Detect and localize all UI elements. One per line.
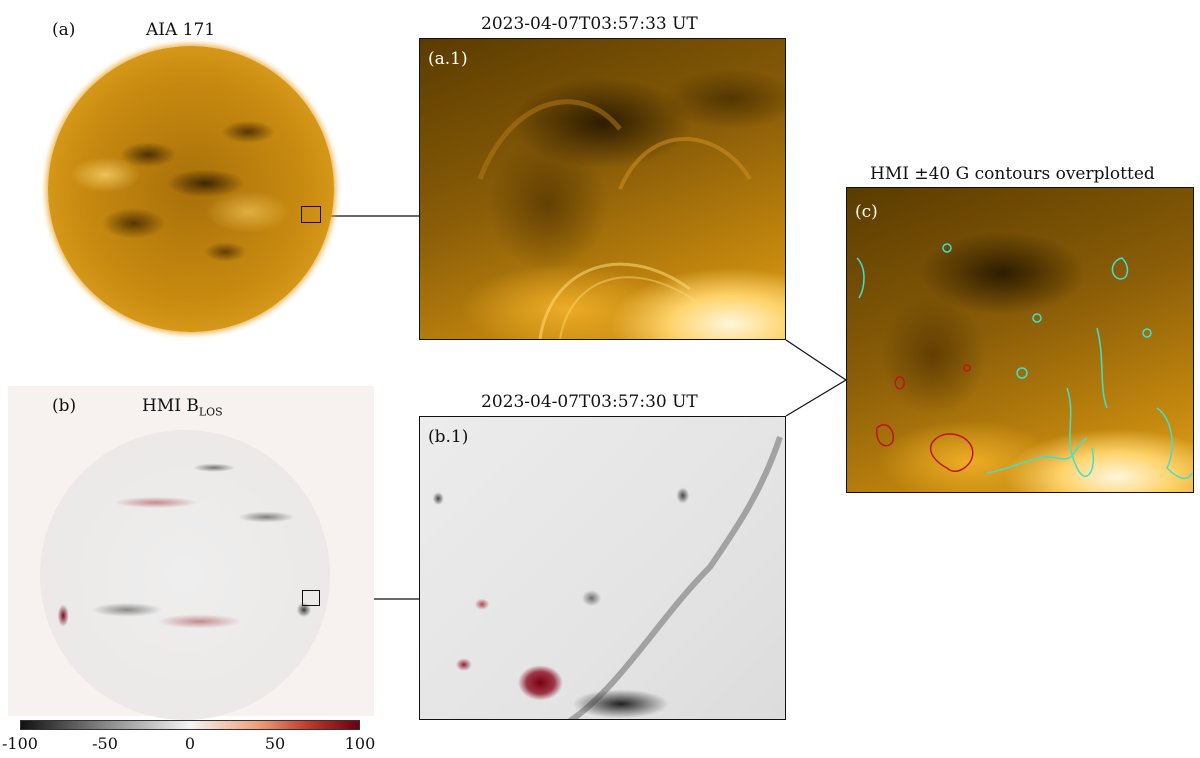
colorbar-tick: 0	[184, 734, 196, 753]
panel-b-tag: (b)	[52, 396, 77, 416]
panel-b-title-subscript: LOS	[198, 405, 223, 419]
hmi-blos-zoom-image: (b.1)	[419, 416, 786, 720]
blos-colorbar	[20, 720, 360, 730]
panel-b-title: HMI BLOS	[142, 396, 223, 418]
colorbar-tick: 100	[344, 734, 376, 753]
aia-171-full-disk-image	[48, 46, 334, 332]
panel-a1-tag: (a.1)	[428, 49, 468, 69]
panel-b-title-main: HMI B	[142, 396, 199, 416]
panel-c-tag: (c)	[855, 202, 878, 222]
aia-loop-strands	[477, 99, 752, 339]
hmi-negative-lane	[568, 436, 783, 719]
hmi-zoom-region-box	[302, 590, 320, 606]
panel-b1-timestamp: 2023-04-07T03:57:30 UT	[481, 392, 698, 412]
colorbar-tick: -100	[2, 734, 38, 753]
panel-a-title: AIA 171	[146, 20, 216, 40]
hmi-contours-overlay	[856, 243, 1193, 480]
panel-a-tag: (a)	[52, 20, 76, 40]
panel-a1-timestamp: 2023-04-07T03:57:33 UT	[481, 14, 698, 34]
hmi-blos-full-disk-image	[40, 430, 330, 720]
aia-171-zoom-image: (a.1)	[419, 38, 786, 340]
aia-zoom-region-box	[301, 206, 321, 223]
colorbar-tick: 50	[264, 734, 286, 753]
panel-c-title: HMI ±40 G contours overplotted	[870, 164, 1155, 184]
panel-b1-tag: (b.1)	[428, 427, 469, 447]
colorbar-tick: -50	[92, 734, 118, 753]
aia-with-hmi-contours-image: (c)	[846, 187, 1194, 493]
